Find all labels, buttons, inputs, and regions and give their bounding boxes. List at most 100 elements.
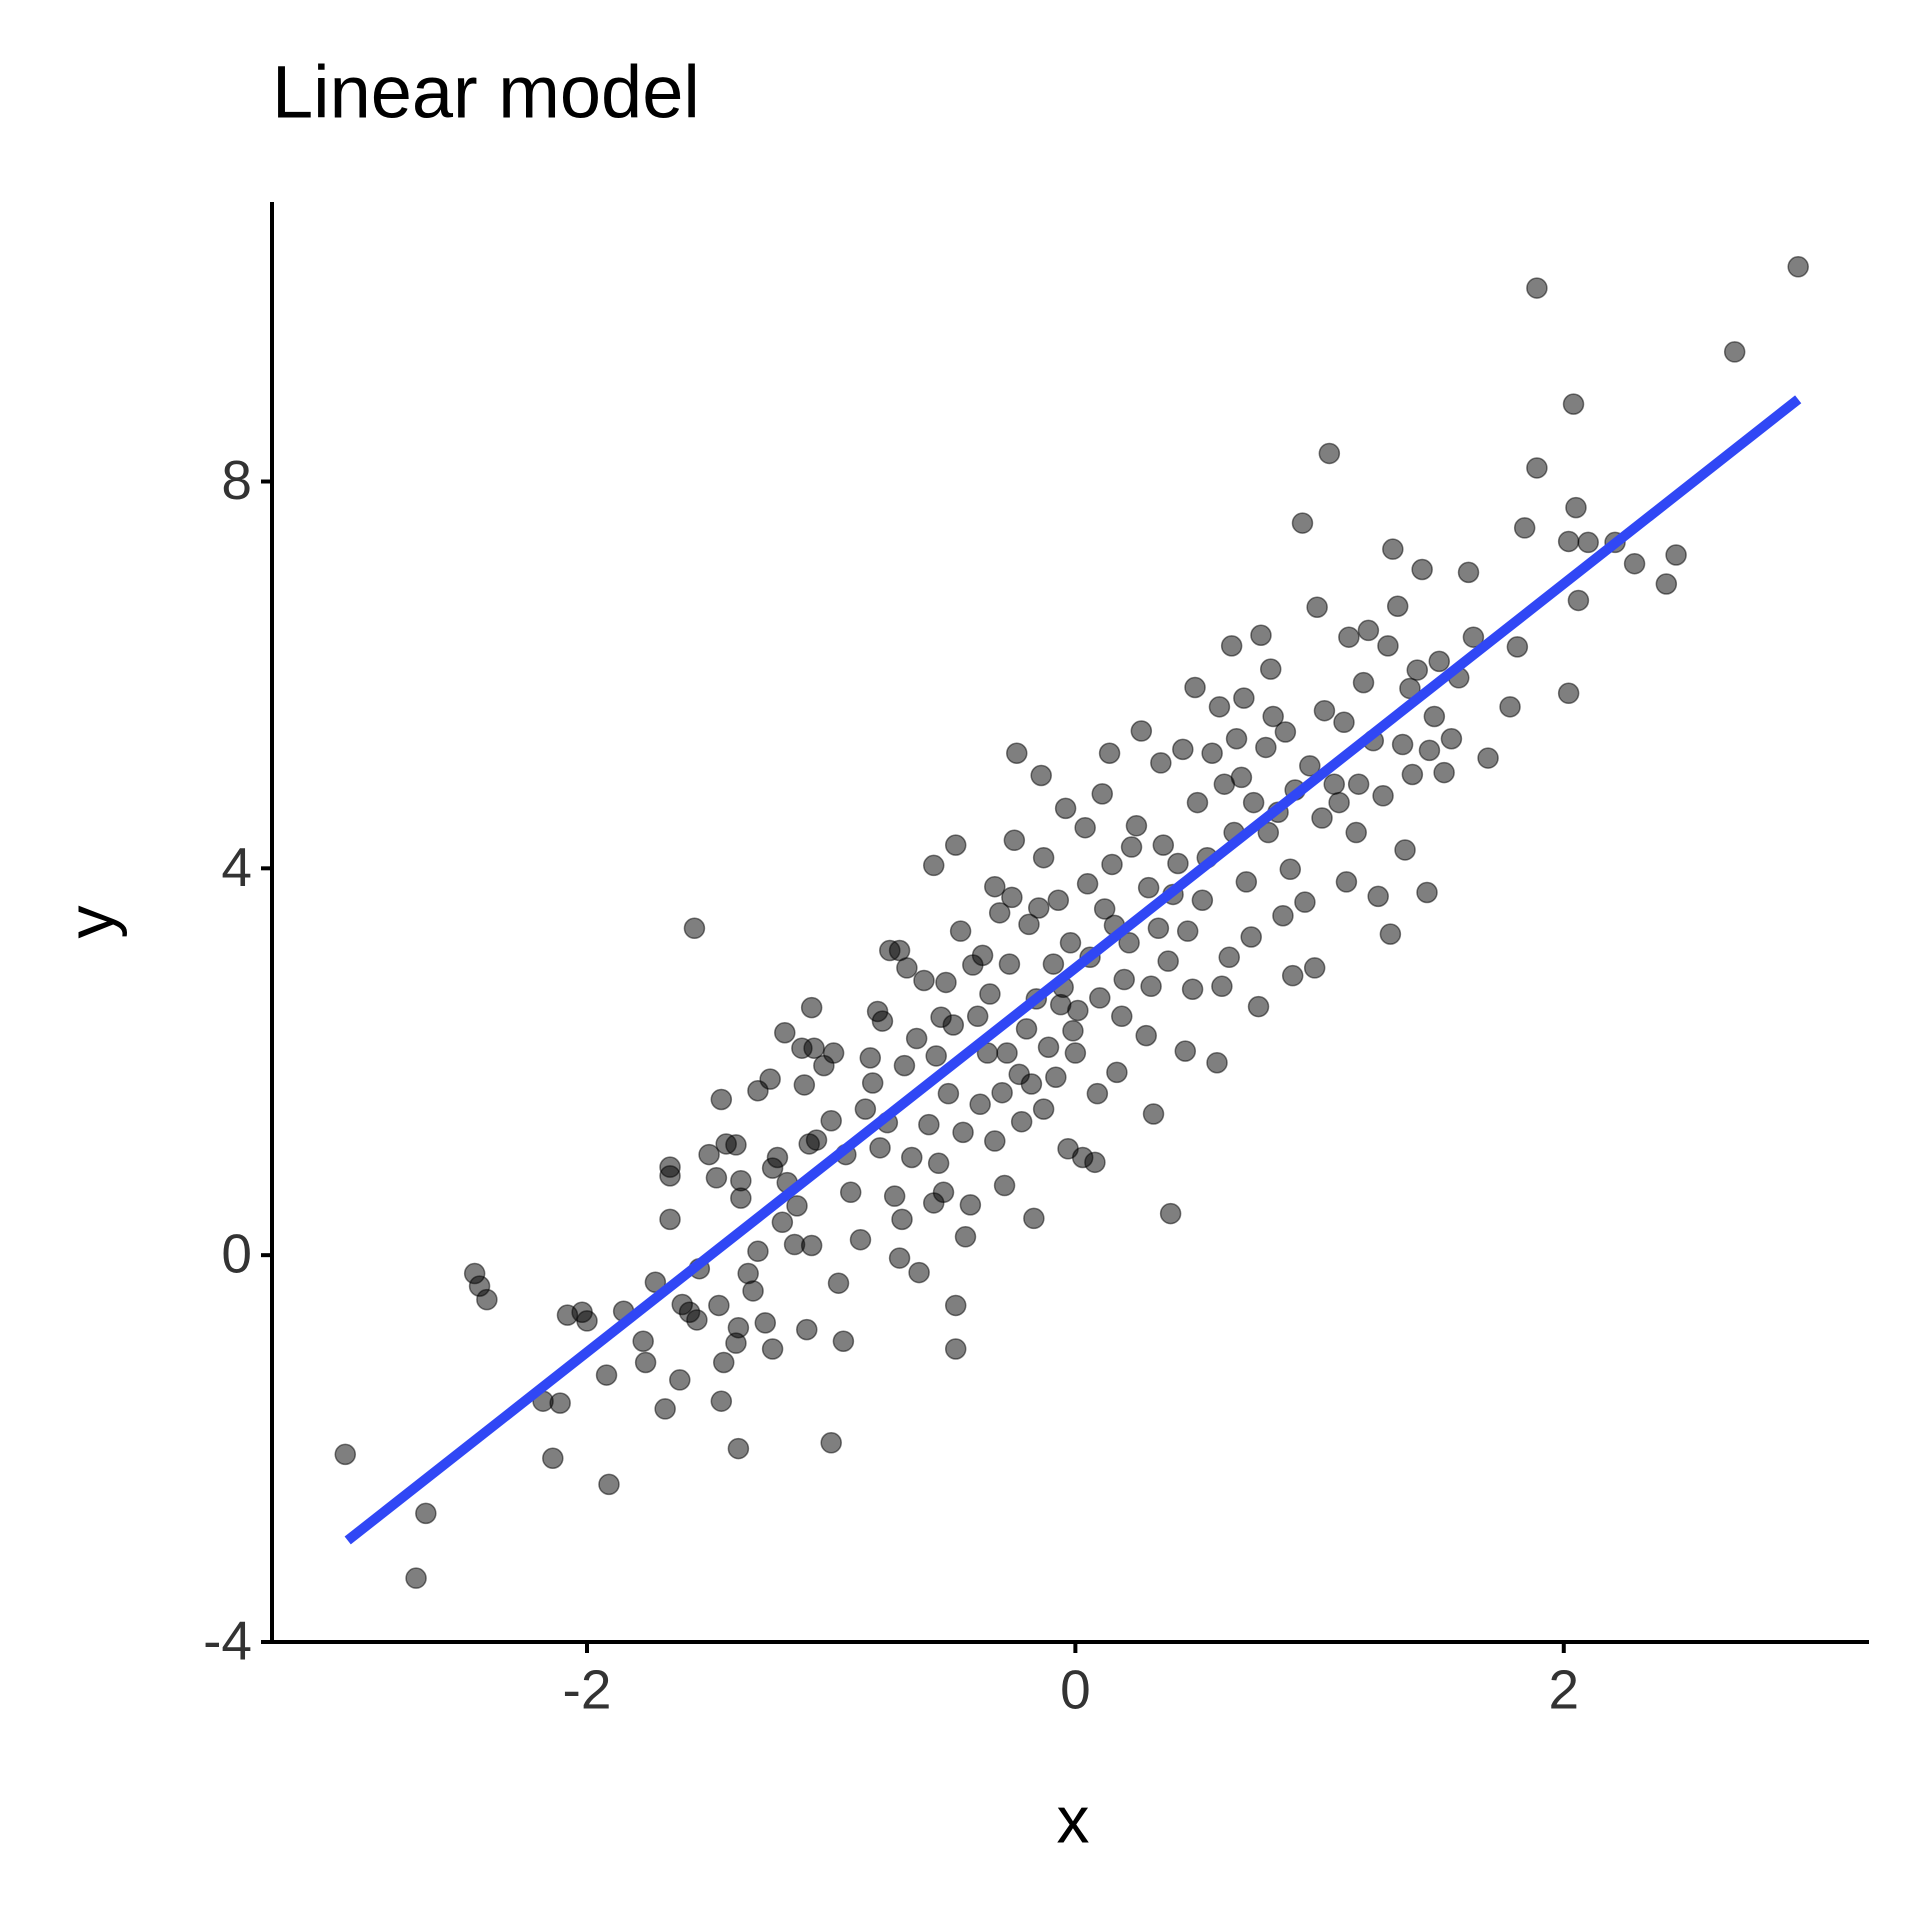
point [1428,650,1450,673]
point [1093,898,1116,920]
point [654,1398,676,1420]
point [1037,1036,1060,1058]
point [984,1130,1006,1152]
point [1098,742,1121,764]
point [805,1129,828,1151]
point [710,1088,733,1111]
point [1787,256,1809,278]
point [1130,720,1153,742]
point [1294,891,1316,913]
point [1394,839,1416,861]
point [759,1068,781,1090]
point [1106,1061,1128,1084]
point [1089,987,1111,1009]
point [1345,821,1367,844]
point [1208,696,1231,718]
point [771,1211,794,1234]
point [1140,975,1162,998]
point [1028,897,1050,919]
point [1135,1024,1157,1047]
point [827,1272,850,1294]
y-tick-label: 4 [221,836,252,898]
point [1137,876,1160,899]
point [883,1185,906,1207]
point [1313,699,1336,722]
point [1557,682,1580,705]
point [1338,626,1360,648]
point [1150,752,1172,774]
point [854,1098,877,1120]
point [1274,721,1297,743]
point [1577,531,1599,554]
point [774,1021,796,1044]
point [1418,739,1441,762]
point [1386,595,1409,617]
point [1181,978,1204,1000]
point [1062,1020,1084,1042]
point [754,1312,777,1334]
point [796,1318,818,1341]
point [832,1330,855,1352]
point [1235,871,1258,893]
point [971,944,994,967]
point [1032,1098,1055,1120]
point [1032,846,1055,869]
point [1157,950,1179,972]
y-tick-label: 0 [221,1223,252,1285]
y-tick-label: 8 [221,449,252,511]
point [1433,761,1455,784]
point [1262,705,1284,728]
point [871,1010,894,1032]
point [1230,766,1253,789]
point [1233,687,1255,709]
point [730,1169,752,1192]
point [820,1109,842,1132]
point [334,1443,357,1466]
point [966,1005,989,1028]
point [1272,904,1294,927]
point [1406,659,1428,681]
point [1242,791,1265,814]
point [1006,742,1028,764]
point [979,983,1001,1005]
point [888,1247,911,1269]
point [901,1146,923,1169]
point [1086,1082,1109,1105]
point [996,1042,1018,1064]
point [1147,917,1170,940]
point [1240,926,1262,948]
point [913,969,935,992]
point [918,1113,940,1136]
point [1499,696,1521,718]
point [944,1338,967,1360]
point [1015,1018,1038,1040]
point [1347,773,1370,795]
point [1091,783,1113,805]
point [1352,671,1375,694]
point [415,1502,437,1525]
point [927,1152,950,1175]
point [1059,932,1082,954]
point [820,1432,842,1454]
point [1064,1042,1087,1064]
point [1020,1073,1043,1095]
point [849,1228,872,1251]
point [1440,727,1463,750]
point [1562,393,1585,415]
point [1565,496,1587,519]
point [576,1310,598,1332]
point [1255,736,1277,759]
point [839,1181,862,1204]
point [923,854,945,877]
point [1335,871,1358,893]
point [713,1351,735,1374]
point [1211,975,1233,998]
point [1291,512,1314,534]
point [1462,626,1485,648]
x-tick-label: 0 [1060,1659,1091,1721]
point [942,1014,965,1036]
point [1142,1103,1165,1125]
point [1323,773,1345,795]
point [925,1045,947,1067]
point [1047,889,1070,911]
